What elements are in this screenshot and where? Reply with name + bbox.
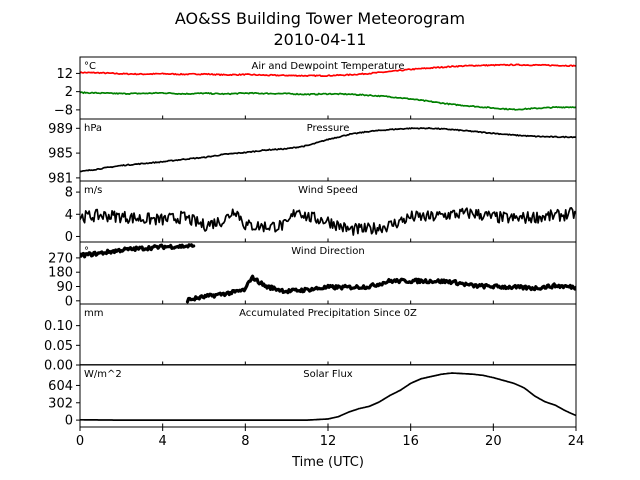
x-axis-tick-label: 8 <box>241 434 249 449</box>
figure-title-line2: 2010-04-11 <box>274 30 367 49</box>
x-axis-tick-label: 16 <box>402 434 419 449</box>
wind_direction-unit-label: ° <box>84 246 89 257</box>
solar_flux-unit-label: W/m^2 <box>84 369 122 380</box>
panel-solar_flux: 0 302 604 W/m^2 Solar Flux <box>48 364 577 429</box>
precipitation-ytick-label: 0.05 <box>44 339 73 354</box>
temperature-unit-label: °C <box>84 61 96 72</box>
x-axis-tick-label: 12 <box>320 434 337 449</box>
precipitation-ytick-label: 0.00 <box>44 359 73 374</box>
temperature-series-line-0 <box>80 63 576 78</box>
precipitation-ytick-label: 0.10 <box>44 319 73 334</box>
solar_flux-ytick-label: 0 <box>65 414 73 429</box>
pressure-series-line-0 <box>80 126 576 173</box>
wind_direction-series-line-0 <box>80 243 196 259</box>
panel-pressure: 981 985 989 hPa Pressure <box>48 118 577 186</box>
x-axis-tick-label: 20 <box>485 434 502 449</box>
wind_direction-ytick-label: 180 <box>48 266 73 281</box>
temperature-series-line-1 <box>80 91 576 111</box>
solar_flux-panel-title: Solar Flux <box>303 369 353 380</box>
x-axis-label: Time (UTC) <box>291 455 364 470</box>
wind_speed-unit-label: m/s <box>84 185 102 196</box>
temperature-ytick-label: −8 <box>54 103 73 118</box>
pressure-ytick-label: 981 <box>48 171 73 186</box>
wind_direction-ytick-label: 0 <box>65 294 73 309</box>
pressure-panel-title: Pressure <box>307 123 350 134</box>
pressure-ytick-label: 989 <box>48 122 73 137</box>
temperature-ytick-label: 12 <box>56 67 73 82</box>
x-axis: 0 4 8 12 16 20 24 <box>76 427 584 449</box>
precipitation-panel-title: Accumulated Precipitation Since 0Z <box>239 308 417 319</box>
temperature-ytick-label: 2 <box>65 85 73 100</box>
wind_speed-ytick-label: 0 <box>65 230 73 245</box>
wind_speed-ytick-label: 8 <box>65 186 73 201</box>
wind_direction-ytick-label: 90 <box>56 280 73 295</box>
panel-wind_speed: 0 4 8 m/s Wind Speed <box>65 180 577 245</box>
wind_speed-panel-title: Wind Speed <box>298 185 358 196</box>
wind_direction-panel-title: Wind Direction <box>291 246 365 257</box>
wind_speed-ytick-label: 4 <box>65 208 73 223</box>
wind_direction-ytick-label: 270 <box>48 251 73 266</box>
x-axis-tick-label: 0 <box>76 434 84 449</box>
wind_speed-series-line-0 <box>80 207 576 236</box>
panel-precipitation: 0.00 0.05 0.10 mm Accumulated Precipitation … <box>44 303 577 374</box>
solar_flux-series-line-0 <box>80 372 576 421</box>
precipitation-unit-label: mm <box>84 308 103 319</box>
solar_flux-ytick-label: 302 <box>48 396 73 411</box>
x-axis-tick-label: 4 <box>159 434 167 449</box>
x-axis-tick-label: 24 <box>568 434 585 449</box>
pressure-unit-label: hPa <box>84 123 102 134</box>
solar_flux-ytick-label: 604 <box>48 379 73 394</box>
pressure-ytick-label: 985 <box>48 147 73 162</box>
panel-temperature: −8 2 12 °C Air and Dewpoint Temperature <box>54 56 577 120</box>
figure-title-line1: AO&SS Building Tower Meteorogram <box>175 9 465 28</box>
temperature-panel-title: Air and Dewpoint Temperature <box>252 61 405 72</box>
wind_direction-series-line-1 <box>185 274 576 304</box>
